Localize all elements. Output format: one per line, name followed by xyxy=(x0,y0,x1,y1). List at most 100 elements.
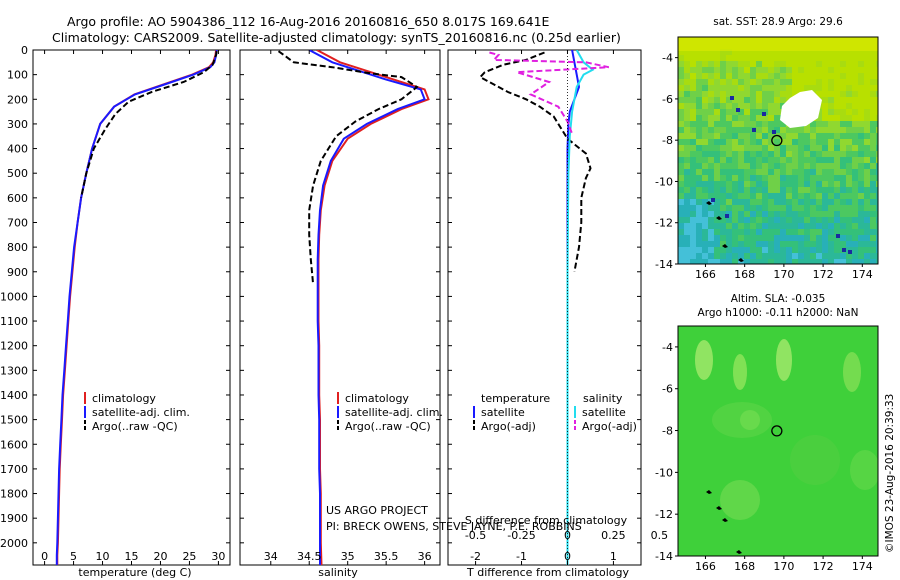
sst-cell xyxy=(822,205,828,211)
sst-cell xyxy=(702,49,708,55)
sst-cell xyxy=(798,169,804,175)
sst-cell xyxy=(768,103,774,109)
sst-cell xyxy=(870,85,876,91)
sst-cell xyxy=(798,79,804,85)
sst-cell xyxy=(702,103,708,109)
sst-cell xyxy=(708,157,714,163)
sst-cell xyxy=(852,223,858,229)
sst-cell xyxy=(780,187,786,193)
sst-cell xyxy=(798,133,804,139)
sst-cell xyxy=(696,211,702,217)
sst-cell xyxy=(876,175,878,181)
sst-cell xyxy=(780,229,786,235)
salinity-xlabel: salinity xyxy=(318,566,358,579)
sst-cell xyxy=(810,175,816,181)
sst-cell xyxy=(702,151,708,157)
sst-cell xyxy=(816,127,822,133)
sst-cell xyxy=(804,175,810,181)
depth-tick-label: 600 xyxy=(7,192,28,205)
sst-cell xyxy=(792,145,798,151)
depth-tick-label: 1100 xyxy=(0,315,28,328)
sst-cell xyxy=(834,79,840,85)
sst-cell xyxy=(768,253,774,259)
sst-cell xyxy=(834,151,840,157)
sst-cell xyxy=(750,247,756,253)
series-group xyxy=(55,50,218,565)
sst-cell xyxy=(750,175,756,181)
sst-cell xyxy=(798,199,804,205)
argo-position-marker xyxy=(771,134,783,147)
sst-cell xyxy=(738,211,744,217)
sst-cell xyxy=(720,109,726,115)
sst-cell xyxy=(780,253,786,259)
sst-cell xyxy=(822,157,828,163)
sst-cold-pixel xyxy=(736,108,740,112)
sst-cell xyxy=(798,151,804,157)
sst-cell xyxy=(738,205,744,211)
sst-cell xyxy=(864,241,870,247)
header-line1: Argo profile: AO 5904386_112 16-Aug-2016… xyxy=(67,14,550,29)
sst-cell xyxy=(714,253,720,259)
sst-cell xyxy=(786,169,792,175)
sst-cell xyxy=(702,229,708,235)
depth-axis: 0 100 200 300 400 500 600 700 800 900 1000 1100 1200… xyxy=(0,44,641,550)
sst-cell xyxy=(786,175,792,181)
sst-cell xyxy=(828,61,834,67)
sst-cell xyxy=(804,247,810,253)
x-tick-label: 15 xyxy=(125,550,139,563)
sst-cell xyxy=(762,73,768,79)
sst-cell xyxy=(840,235,846,241)
sst-cell xyxy=(714,103,720,109)
sst-cell xyxy=(720,85,726,91)
sst-cell xyxy=(846,151,852,157)
sla-anomaly-blob xyxy=(850,450,878,490)
island-mark xyxy=(722,518,728,522)
sst-cell xyxy=(876,169,878,175)
sst-cell xyxy=(714,211,720,217)
depth-tick-label: 1600 xyxy=(0,438,28,451)
sst-cell xyxy=(876,181,878,187)
sst-cell xyxy=(738,223,744,229)
sst-cell xyxy=(864,229,870,235)
sst-cell xyxy=(870,211,876,217)
sst-cell xyxy=(690,205,696,211)
sst-cell xyxy=(690,169,696,175)
sst-cell xyxy=(678,91,684,97)
sst-cell xyxy=(774,175,780,181)
sst-cell xyxy=(810,259,816,264)
sst-cell xyxy=(684,241,690,247)
sla-map-axes: 166 168 170 172 174 -4 -6 -8 -10 -12 -14 xyxy=(655,341,873,573)
sst-cell xyxy=(702,163,708,169)
sst-cell xyxy=(876,91,878,97)
sst-cell xyxy=(768,73,774,79)
sst-cell xyxy=(846,103,852,109)
sst-cell xyxy=(864,163,870,169)
sst-cell xyxy=(690,199,696,205)
sst-cell xyxy=(708,55,714,61)
sst-cell xyxy=(768,181,774,187)
sst-cell xyxy=(858,223,864,229)
sst-cell xyxy=(876,259,878,264)
sst-cell xyxy=(774,139,780,145)
sst-cell xyxy=(708,85,714,91)
sst-cell xyxy=(786,73,792,79)
sst-cell xyxy=(762,163,768,169)
sst-cell xyxy=(876,109,878,115)
sst-cell xyxy=(876,115,878,121)
depth-tick-label: 200 xyxy=(7,93,28,106)
sst-cell xyxy=(840,145,846,151)
sst-cell xyxy=(840,109,846,115)
sst-cell xyxy=(828,259,834,264)
sst-cell xyxy=(792,217,798,223)
sst-cell xyxy=(876,121,878,127)
sst-cell xyxy=(738,145,744,151)
sst-cell xyxy=(750,121,756,127)
sst-cell xyxy=(846,217,852,223)
sst-cell xyxy=(708,229,714,235)
sst-cell xyxy=(852,229,858,235)
map-x-tick-label: 168 xyxy=(734,560,755,573)
depth-tick-label: 1000 xyxy=(0,290,28,303)
sst-cell xyxy=(852,175,858,181)
sst-cell xyxy=(678,115,684,121)
map-x-tick-label: 170 xyxy=(773,560,794,573)
